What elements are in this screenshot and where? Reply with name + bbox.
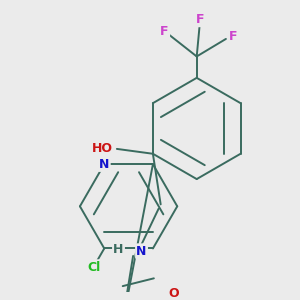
Text: F: F [196,13,205,26]
Text: N: N [136,244,147,258]
Text: H: H [113,243,124,256]
Text: N: N [99,158,110,171]
Text: Cl: Cl [87,260,100,274]
Text: HO: HO [92,142,113,155]
Text: O: O [168,287,178,300]
Text: F: F [160,25,169,38]
Text: F: F [229,29,237,43]
